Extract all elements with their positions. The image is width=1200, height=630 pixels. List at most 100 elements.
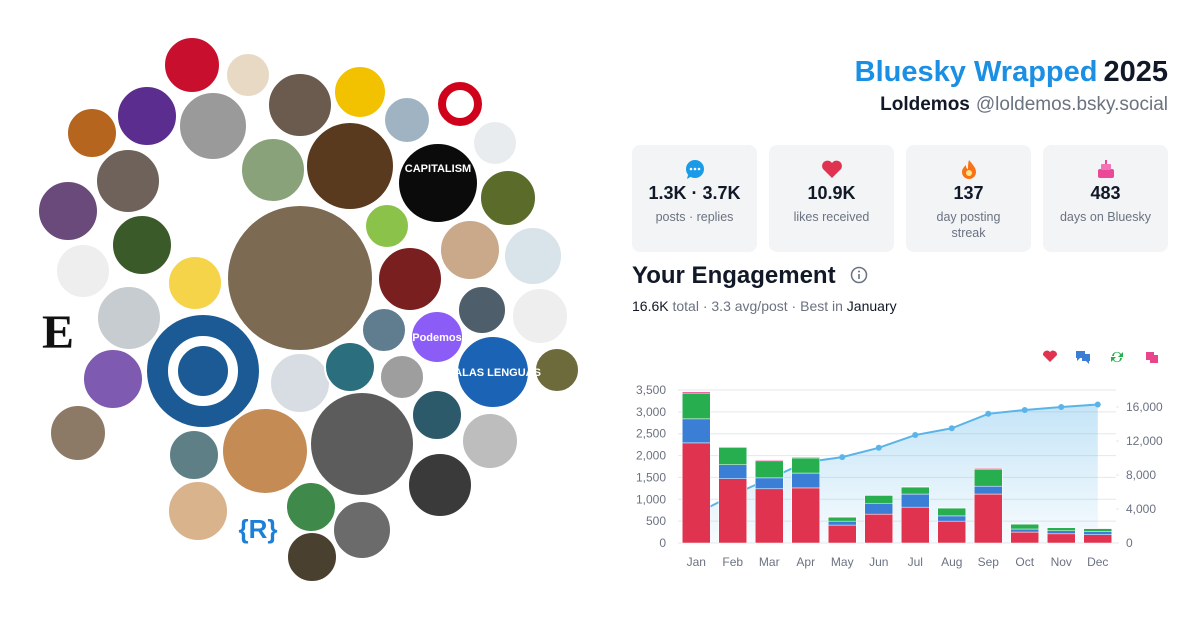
avatar — [49, 404, 107, 462]
section-title: Your Engagement — [632, 262, 868, 290]
engagement-summary: 16.6K total · 3.3 avg/post · Best in Jan… — [632, 298, 897, 314]
avatar — [361, 307, 407, 353]
title-year: 2025 — [1103, 56, 1168, 88]
line-point — [1058, 404, 1065, 410]
avatar — [95, 148, 161, 214]
avatar — [267, 72, 333, 138]
bar-segment — [682, 391, 711, 394]
icon — [1097, 160, 1114, 178]
stat-card: 483 days on Bluesky — [1043, 145, 1168, 252]
y-tick-label: 500 — [646, 514, 666, 528]
avatar — [333, 65, 387, 119]
display-name: Loldemos — [880, 94, 970, 115]
avatar — [377, 246, 443, 312]
bar-segment — [901, 486, 930, 495]
handle: @loldemos.bsky.social — [975, 94, 1168, 115]
bar-segment — [864, 513, 893, 544]
y2-tick-label: 16,000 — [1126, 400, 1163, 414]
account: Loldemos @loldemos.bsky.social — [880, 94, 1168, 116]
bar-segment — [974, 468, 1003, 487]
x-tick-label: Nov — [1051, 555, 1072, 569]
avatar — [221, 407, 309, 495]
avatar — [226, 204, 374, 352]
avatar — [178, 91, 248, 161]
bar-segment — [974, 493, 1003, 544]
avatar — [167, 480, 229, 542]
title: Bluesky Wrapped 2025 — [855, 56, 1168, 89]
avatar — [33, 306, 83, 356]
section-title-text: Your Engagement — [632, 262, 836, 289]
avatar-text: CAPITALISM — [405, 163, 471, 175]
bar-segment — [755, 477, 784, 490]
bar-segment — [718, 447, 747, 466]
stat-label: posts · replies — [655, 210, 734, 224]
avatar-logo — [438, 82, 482, 126]
line-point — [875, 444, 882, 451]
y2-tick-label: 12,000 — [1126, 434, 1163, 448]
bar-segment — [1047, 530, 1076, 535]
x-tick-label: Jul — [908, 555, 923, 569]
avatar — [379, 354, 425, 400]
avatar-cloud — [33, 36, 580, 583]
y2-tick-label: 0 — [1126, 536, 1133, 550]
bar-segment — [1083, 528, 1112, 532]
avatar — [168, 429, 220, 481]
bar-segment — [718, 446, 747, 448]
avatar — [111, 214, 173, 276]
bar-segment — [1047, 533, 1076, 544]
bar-segment — [1010, 523, 1039, 530]
bar-segment — [791, 457, 820, 474]
legend-icon — [1146, 352, 1158, 363]
bar-segment — [682, 418, 711, 444]
bar-segment — [791, 472, 820, 489]
bar-segment — [1083, 534, 1112, 544]
y-tick-label: 3,500 — [636, 383, 666, 397]
bar-segment — [718, 464, 747, 479]
info-icon[interactable] — [850, 266, 868, 284]
line-point — [912, 432, 919, 439]
avatar — [55, 243, 111, 299]
avatar — [503, 226, 563, 286]
stat-value: 10.9K — [807, 183, 856, 203]
x-tick-label: Oct — [1015, 555, 1034, 569]
bar-segment — [828, 516, 857, 522]
line-point — [1021, 406, 1028, 413]
avatar-text: E — [42, 306, 74, 359]
avatar — [66, 107, 118, 159]
avatar — [116, 85, 178, 147]
total: 16.6K — [632, 298, 669, 314]
stat-label: day posting streak — [936, 210, 1001, 240]
avatar — [439, 219, 501, 281]
bar-segment — [1010, 531, 1039, 544]
avatar-text: MALAS LENGUAS — [445, 367, 541, 379]
bar-segment — [718, 478, 747, 544]
bar-segment — [901, 493, 930, 508]
avatar — [324, 341, 376, 393]
avatar — [411, 389, 463, 441]
avatar — [383, 96, 431, 144]
bar-segment — [755, 459, 784, 462]
bar-segment — [937, 507, 966, 517]
avatar — [231, 501, 285, 555]
avatar — [163, 36, 221, 94]
icon — [961, 160, 976, 179]
bar-segment — [828, 524, 857, 544]
y-tick-label: 0 — [659, 536, 666, 550]
stat-label: likes received — [793, 210, 870, 224]
x-tick-label: May — [831, 555, 854, 569]
y-tick-label: 2,500 — [636, 427, 666, 441]
avatar-logo — [168, 336, 238, 406]
avatar — [364, 203, 410, 249]
bar-segment — [1010, 528, 1039, 533]
icon — [821, 160, 842, 178]
avatar — [410, 310, 464, 364]
engagement-chart: 0 500 1,000 1,500 2,000 2,500 3,000 3,500 0 4,000… — [636, 350, 1163, 569]
avatar — [407, 452, 473, 518]
bar-segment — [937, 520, 966, 544]
bar-segment — [791, 487, 820, 544]
y-tick-label: 1,000 — [636, 492, 666, 506]
avatar — [457, 285, 507, 335]
bar-segment — [828, 520, 857, 526]
